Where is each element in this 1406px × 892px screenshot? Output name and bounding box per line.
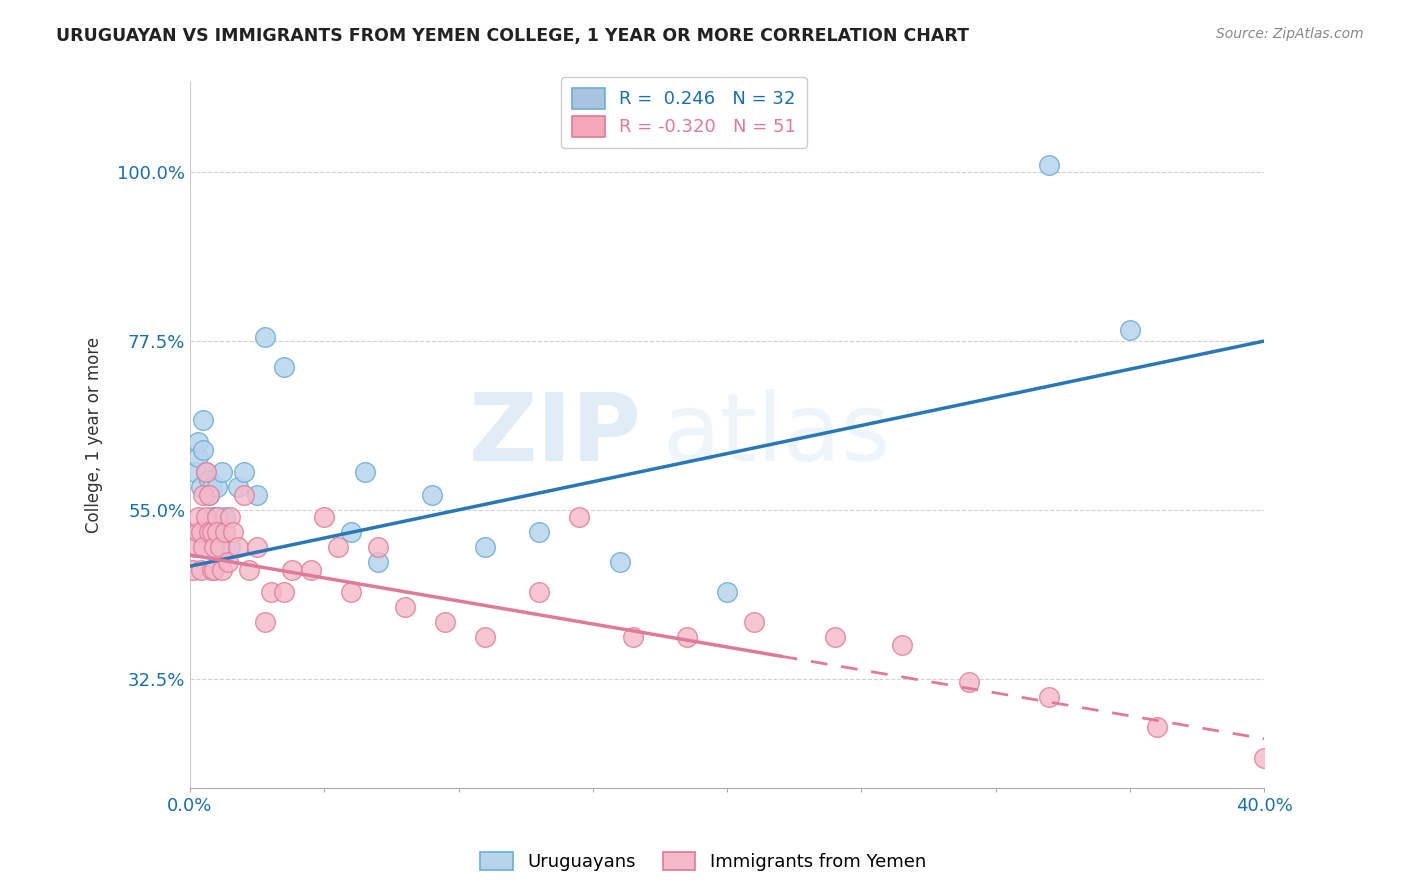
Point — [187, 450, 209, 465]
Point — [222, 525, 245, 540]
Point — [187, 510, 209, 524]
Point — [232, 466, 254, 480]
Point — [609, 556, 631, 570]
Point — [716, 585, 738, 599]
Point — [568, 510, 591, 524]
Point — [195, 466, 218, 480]
Legend: Uruguayans, Immigrants from Yemen: Uruguayans, Immigrants from Yemen — [472, 845, 934, 879]
Point — [1119, 323, 1142, 337]
Point — [434, 615, 457, 630]
Point — [353, 466, 375, 480]
Point — [246, 541, 269, 555]
Point — [205, 480, 228, 494]
Point — [367, 541, 389, 555]
Y-axis label: College, 1 year or more: College, 1 year or more — [86, 337, 103, 533]
Point — [211, 563, 233, 577]
Point — [193, 442, 215, 457]
Point — [238, 563, 260, 577]
Point — [202, 525, 225, 540]
Point — [193, 413, 215, 427]
Point — [200, 563, 222, 577]
Point — [273, 360, 295, 375]
Point — [527, 585, 550, 599]
Point — [1146, 721, 1168, 735]
Text: URUGUAYAN VS IMMIGRANTS FROM YEMEN COLLEGE, 1 YEAR OR MORE CORRELATION CHART: URUGUAYAN VS IMMIGRANTS FROM YEMEN COLLE… — [56, 27, 969, 45]
Point — [205, 510, 228, 524]
Point — [299, 563, 322, 577]
Text: atlas: atlas — [662, 389, 891, 481]
Point — [214, 510, 236, 524]
Point — [420, 488, 443, 502]
Point — [187, 525, 209, 540]
Point — [193, 488, 215, 502]
Point — [228, 480, 250, 494]
Point — [198, 525, 221, 540]
Point — [246, 488, 269, 502]
Text: Source: ZipAtlas.com: Source: ZipAtlas.com — [1216, 27, 1364, 41]
Point — [232, 488, 254, 502]
Point — [205, 510, 228, 524]
Point — [340, 525, 363, 540]
Point — [367, 556, 389, 570]
Point — [214, 525, 236, 540]
Point — [202, 541, 225, 555]
Point — [195, 510, 218, 524]
Point — [202, 563, 225, 577]
Point — [219, 510, 242, 524]
Point — [824, 631, 846, 645]
Point — [228, 541, 250, 555]
Point — [198, 488, 221, 502]
Point — [200, 510, 222, 524]
Point — [195, 466, 218, 480]
Point — [314, 510, 336, 524]
Point — [181, 563, 204, 577]
Point — [205, 525, 228, 540]
Point — [340, 585, 363, 599]
Point — [273, 585, 295, 599]
Point — [190, 480, 212, 494]
Point — [198, 473, 221, 487]
Legend: R =  0.246   N = 32, R = -0.320   N = 51: R = 0.246 N = 32, R = -0.320 N = 51 — [561, 77, 807, 148]
Point — [675, 631, 697, 645]
Point — [474, 631, 496, 645]
Point — [187, 435, 209, 450]
Point — [193, 541, 215, 555]
Point — [254, 615, 277, 630]
Point — [200, 525, 222, 540]
Point — [219, 541, 242, 555]
Point — [474, 541, 496, 555]
Text: ZIP: ZIP — [468, 389, 641, 481]
Point — [208, 541, 231, 555]
Point — [394, 600, 416, 615]
Point — [890, 638, 912, 652]
Point — [211, 466, 233, 480]
Point — [621, 631, 644, 645]
Point — [742, 615, 765, 630]
Point — [527, 525, 550, 540]
Point — [190, 525, 212, 540]
Point — [1038, 690, 1060, 705]
Point — [254, 330, 277, 344]
Point — [184, 541, 207, 555]
Point — [200, 480, 222, 494]
Point — [190, 563, 212, 577]
Point — [259, 585, 281, 599]
Point — [184, 466, 207, 480]
Point — [217, 556, 239, 570]
Point — [326, 541, 349, 555]
Point — [281, 563, 304, 577]
Point — [1253, 750, 1275, 764]
Point — [957, 675, 980, 690]
Point — [1038, 158, 1060, 172]
Point — [198, 488, 221, 502]
